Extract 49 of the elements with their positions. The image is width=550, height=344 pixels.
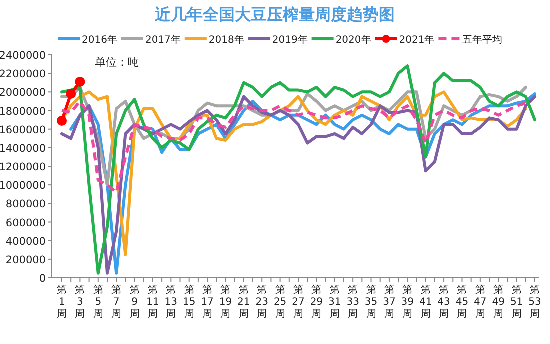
x-tick-label: 第25周 bbox=[274, 285, 287, 320]
legend-label: 2018年 bbox=[208, 35, 244, 46]
x-tick-label: 第35周 bbox=[364, 285, 378, 320]
y-tick-label: 0 bbox=[39, 273, 46, 285]
legend-label: 2017年 bbox=[145, 35, 181, 46]
x-tick-label: 第53周 bbox=[528, 285, 542, 320]
x-tick-label: 第39周 bbox=[401, 285, 414, 320]
annotation: 单位：吨 bbox=[95, 56, 139, 69]
y-tick-label: 2200000 bbox=[0, 68, 46, 81]
x-tick-label: 第23周 bbox=[256, 285, 268, 320]
legend-label: 2019年 bbox=[272, 35, 308, 46]
legend-label: 2021年 bbox=[399, 35, 435, 46]
y-tick-label: 1600000 bbox=[0, 124, 46, 136]
x-tick-label: 第49周 bbox=[492, 285, 505, 320]
x-tick-label: 第11周 bbox=[146, 285, 160, 320]
legend-label: 2020年 bbox=[336, 35, 372, 46]
x-tick-label: 第29周 bbox=[310, 285, 324, 320]
y-tick-label: 2400000 bbox=[0, 50, 46, 62]
y-tick-label: 1400000 bbox=[0, 142, 46, 155]
y-tick-label: 200000 bbox=[6, 254, 46, 266]
y-tick-label: 1800000 bbox=[0, 106, 46, 118]
x-tick-label: 第17周 bbox=[201, 285, 214, 320]
x-tick-label: 第43周 bbox=[438, 285, 450, 320]
x-tick-label: 第19周 bbox=[219, 285, 232, 320]
y-tick-label: 1200000 bbox=[0, 162, 46, 174]
x-tick-label: 第47周 bbox=[474, 285, 487, 320]
x-tick-label: 第13周 bbox=[164, 285, 178, 320]
x-tick-label: 第41周 bbox=[419, 285, 432, 320]
y-tick-label: 2000000 bbox=[0, 87, 46, 100]
y-tick-label: 400000 bbox=[6, 236, 46, 248]
x-tick-label: 第21周 bbox=[238, 285, 250, 320]
x-tick-label: 第15周 bbox=[182, 285, 196, 320]
x-tick-label: 第9周 bbox=[130, 285, 140, 320]
x-tick-label: 第31周 bbox=[328, 285, 342, 320]
y-tick-label: 800000 bbox=[6, 198, 46, 211]
x-tick-label: 第7周 bbox=[112, 285, 122, 320]
title: 近几年全国大豆压榨量周度趋势图 bbox=[155, 5, 395, 24]
x-tick-label: 第1周 bbox=[57, 285, 67, 320]
x-tick-label: 第33周 bbox=[346, 285, 360, 320]
x-tick-label: 第37周 bbox=[383, 285, 396, 320]
x-tick-label: 第5周 bbox=[93, 285, 104, 320]
y-tick-label: 1000000 bbox=[0, 180, 46, 192]
x-tick-label: 第3周 bbox=[75, 285, 86, 320]
x-tick-label: 第27周 bbox=[292, 285, 305, 320]
x-tick-label: 第45周 bbox=[456, 285, 469, 320]
y-tick-label: 600000 bbox=[6, 217, 46, 230]
legend-label: 五年平均 bbox=[462, 35, 503, 46]
x-tick-label: 第51周 bbox=[510, 285, 524, 320]
legend-label: 2016年 bbox=[82, 35, 118, 46]
